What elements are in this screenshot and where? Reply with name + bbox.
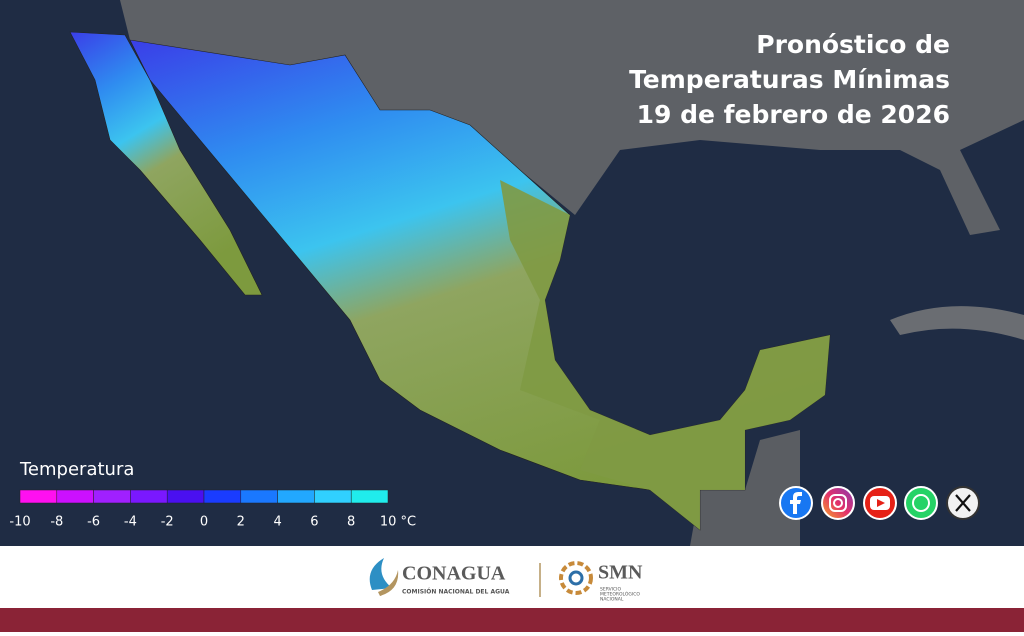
social-icons xyxy=(779,486,980,520)
smn-subtitle: SERVICIO xyxy=(600,587,621,593)
footer-bar xyxy=(0,608,1024,632)
conagua-subtitle: COMISIÓN NACIONAL DEL AGUA xyxy=(402,589,510,596)
legend-label: -10 xyxy=(9,515,30,530)
title-line: 19 de febrero de 2026 xyxy=(637,100,950,129)
legend-title: Temperatura xyxy=(19,459,134,480)
legend: -10 -8 -6 -4 -2 0 2 4 6 8 10 °C xyxy=(9,489,416,530)
facebook-glyph xyxy=(790,492,802,514)
instagram-icon[interactable] xyxy=(821,486,855,520)
instagram-glyph xyxy=(833,498,843,508)
cuba xyxy=(890,306,1024,340)
legend-label: -6 xyxy=(87,515,100,530)
footer xyxy=(0,546,1024,608)
smn-name: SMN xyxy=(598,562,643,584)
title-line: Temperaturas Mínimas xyxy=(629,65,950,94)
legend-swatch xyxy=(56,489,94,504)
legend-label: 6 xyxy=(310,515,318,530)
instagram-glyph xyxy=(829,494,847,512)
legend-swatch xyxy=(93,489,131,504)
smn-logo xyxy=(568,570,584,586)
x-glyph xyxy=(955,494,971,512)
legend-swatch xyxy=(277,489,315,504)
legend-swatch xyxy=(203,489,242,504)
legend-swatch xyxy=(130,489,168,504)
central-america xyxy=(690,430,800,546)
smn-subtitle: METEOROLÓGICO xyxy=(600,591,640,598)
legend-label: 0 xyxy=(200,515,208,530)
legend-label: 10 °C xyxy=(380,515,416,530)
legend-label: -8 xyxy=(50,515,63,530)
smn-logo xyxy=(559,561,593,595)
legend-swatch xyxy=(166,489,205,504)
legend-swatch xyxy=(19,489,58,504)
legend-swatch xyxy=(240,489,278,504)
legend-swatch xyxy=(350,489,389,504)
title-line: Pronóstico de xyxy=(756,30,950,59)
conagua-logo xyxy=(378,570,399,596)
youtube-glyph xyxy=(877,499,885,507)
baja-california xyxy=(69,31,263,296)
warm-region xyxy=(500,180,830,530)
legend-label: -2 xyxy=(161,515,174,530)
usa xyxy=(0,0,1024,235)
legend-label: 8 xyxy=(347,515,355,530)
whatsapp-icon[interactable] xyxy=(904,486,938,520)
legend-label: -4 xyxy=(124,515,137,530)
whatsapp-glyph xyxy=(912,494,930,512)
smn-subtitle: NACIONAL xyxy=(600,597,624,603)
legend-label: 4 xyxy=(273,515,281,530)
legend-label: 2 xyxy=(237,515,245,530)
conagua-name: CONAGUA xyxy=(402,563,506,585)
legend-swatch xyxy=(314,489,352,504)
conagua-logo xyxy=(369,558,392,590)
